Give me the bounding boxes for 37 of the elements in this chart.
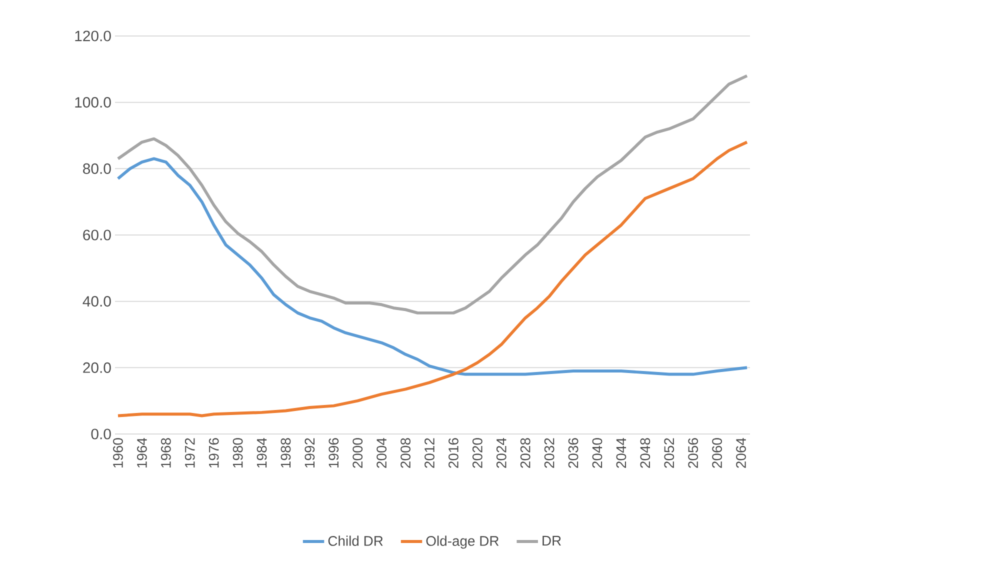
y-tick-label: 60.0 — [83, 230, 111, 240]
x-tick-label: 2024 — [496, 438, 506, 468]
x-tick-label: 2012 — [424, 438, 434, 468]
legend-label: DR — [542, 536, 561, 546]
x-tick-label: 2016 — [448, 438, 458, 468]
y-tick-label: 0.0 — [91, 428, 111, 440]
y-tick-label: 20.0 — [83, 362, 111, 373]
y-tick-label: 80.0 — [83, 163, 111, 174]
y-tick-label: 40.0 — [82, 296, 111, 307]
x-tick-label: 2008 — [400, 438, 410, 468]
y-tick-label: 120.0 — [75, 30, 111, 42]
x-tick-label: 1988 — [280, 438, 291, 468]
x-tick-label: 2032 — [544, 438, 554, 468]
x-tick-label: 2056 — [688, 438, 698, 468]
x-tick-label: 2064 — [736, 438, 746, 468]
x-tick-label: 2004 — [376, 438, 387, 468]
x-tick-label: 2000 — [352, 438, 363, 468]
x-tick-label: 1972 — [184, 438, 195, 468]
x-tick-label: 2044 — [616, 438, 626, 468]
x-tick-label: 2052 — [664, 438, 674, 468]
legend-label: Child DR — [328, 536, 383, 546]
y-tick-label: 100.0 — [75, 97, 111, 108]
x-tick-label: 2028 — [520, 438, 530, 468]
x-tick-label: 1964 — [137, 438, 147, 468]
x-tick-label: 2036 — [568, 438, 578, 468]
x-tick-label: 1984 — [256, 438, 267, 468]
x-tick-label: 2060 — [712, 438, 722, 468]
x-tick-label: 1996 — [328, 438, 339, 468]
x-tick-label: 1980 — [232, 438, 243, 468]
x-tick-label: 1992 — [304, 438, 315, 468]
x-tick-label: 2048 — [640, 438, 650, 468]
x-tick-label: 1960 — [113, 438, 123, 468]
x-tick-label: 1976 — [208, 438, 219, 468]
legend-label: Old-age DR — [426, 536, 499, 549]
x-tick-label: 2020 — [472, 438, 482, 468]
x-tick-label: 2040 — [592, 438, 602, 468]
x-tick-label: 1968 — [160, 438, 171, 468]
